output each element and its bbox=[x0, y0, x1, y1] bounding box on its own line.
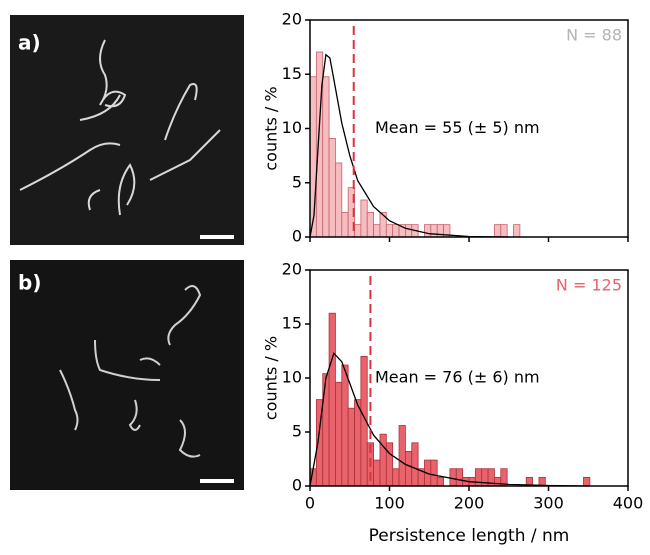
bar bbox=[392, 468, 400, 487]
bar bbox=[335, 381, 343, 487]
bar bbox=[341, 211, 349, 238]
bar bbox=[583, 476, 591, 487]
x-tick-label: 300 bbox=[533, 494, 564, 513]
bar bbox=[404, 224, 413, 238]
afm-image-b: b) bbox=[10, 260, 244, 490]
x-tick-label: 100 bbox=[374, 494, 405, 513]
x-axis-label: Persistence length / nm bbox=[369, 526, 570, 546]
bar bbox=[385, 442, 394, 487]
bar bbox=[322, 76, 330, 238]
bar bbox=[424, 224, 432, 238]
bar bbox=[373, 224, 381, 238]
bar bbox=[513, 224, 521, 238]
bar bbox=[494, 224, 502, 238]
y-tick-label: 20 bbox=[282, 260, 302, 279]
bar bbox=[322, 373, 330, 487]
fit-curve bbox=[309, 351, 589, 487]
bar bbox=[354, 224, 362, 238]
bar bbox=[494, 476, 502, 487]
bar bbox=[328, 137, 336, 238]
bar bbox=[328, 312, 336, 487]
bar bbox=[379, 433, 387, 487]
bar bbox=[430, 459, 438, 487]
bar bbox=[455, 468, 464, 487]
bar bbox=[430, 224, 438, 238]
bar bbox=[449, 468, 457, 487]
y-axis-label: counts / % bbox=[262, 86, 281, 170]
bar bbox=[404, 451, 413, 487]
bar bbox=[385, 224, 394, 238]
n-label: N = 125 bbox=[556, 276, 622, 295]
bar bbox=[474, 468, 483, 487]
x-tick-label: 0 bbox=[305, 494, 315, 513]
y-tick-label: 5 bbox=[292, 422, 302, 441]
bar bbox=[309, 76, 317, 238]
y-tick-label: 10 bbox=[282, 118, 302, 137]
bar bbox=[347, 407, 355, 487]
bar bbox=[392, 224, 400, 238]
bar bbox=[315, 51, 324, 238]
bar bbox=[398, 425, 406, 487]
y-tick-label: 10 bbox=[282, 368, 302, 387]
y-tick-label: 5 bbox=[292, 172, 302, 191]
bar bbox=[354, 399, 362, 487]
x-tick-label: 200 bbox=[454, 494, 485, 513]
annotation: Mean = 55 (± 5) nm bbox=[375, 118, 540, 137]
bar bbox=[411, 442, 419, 487]
bar bbox=[360, 199, 368, 238]
y-tick-label: 20 bbox=[282, 10, 302, 29]
bar bbox=[335, 162, 343, 238]
y-axis-label: counts / % bbox=[262, 336, 281, 420]
y-tick-label: 15 bbox=[282, 64, 302, 83]
bar bbox=[500, 224, 508, 238]
n-label: N = 88 bbox=[566, 26, 622, 45]
annotation: Mean = 76 (± 6) nm bbox=[375, 368, 540, 387]
fit-curve bbox=[309, 53, 509, 238]
bar bbox=[373, 459, 381, 487]
afm-image-a: a) bbox=[10, 15, 244, 245]
y-tick-label: 0 bbox=[292, 227, 302, 246]
bar bbox=[366, 211, 374, 238]
bar bbox=[379, 211, 387, 238]
panel-label: b) bbox=[18, 271, 41, 295]
bar bbox=[436, 476, 444, 487]
x-tick-label: 400 bbox=[613, 494, 644, 513]
bar bbox=[341, 364, 349, 487]
y-tick-label: 15 bbox=[282, 314, 302, 333]
panel-label: a) bbox=[18, 31, 41, 55]
y-tick-label: 0 bbox=[292, 476, 302, 495]
